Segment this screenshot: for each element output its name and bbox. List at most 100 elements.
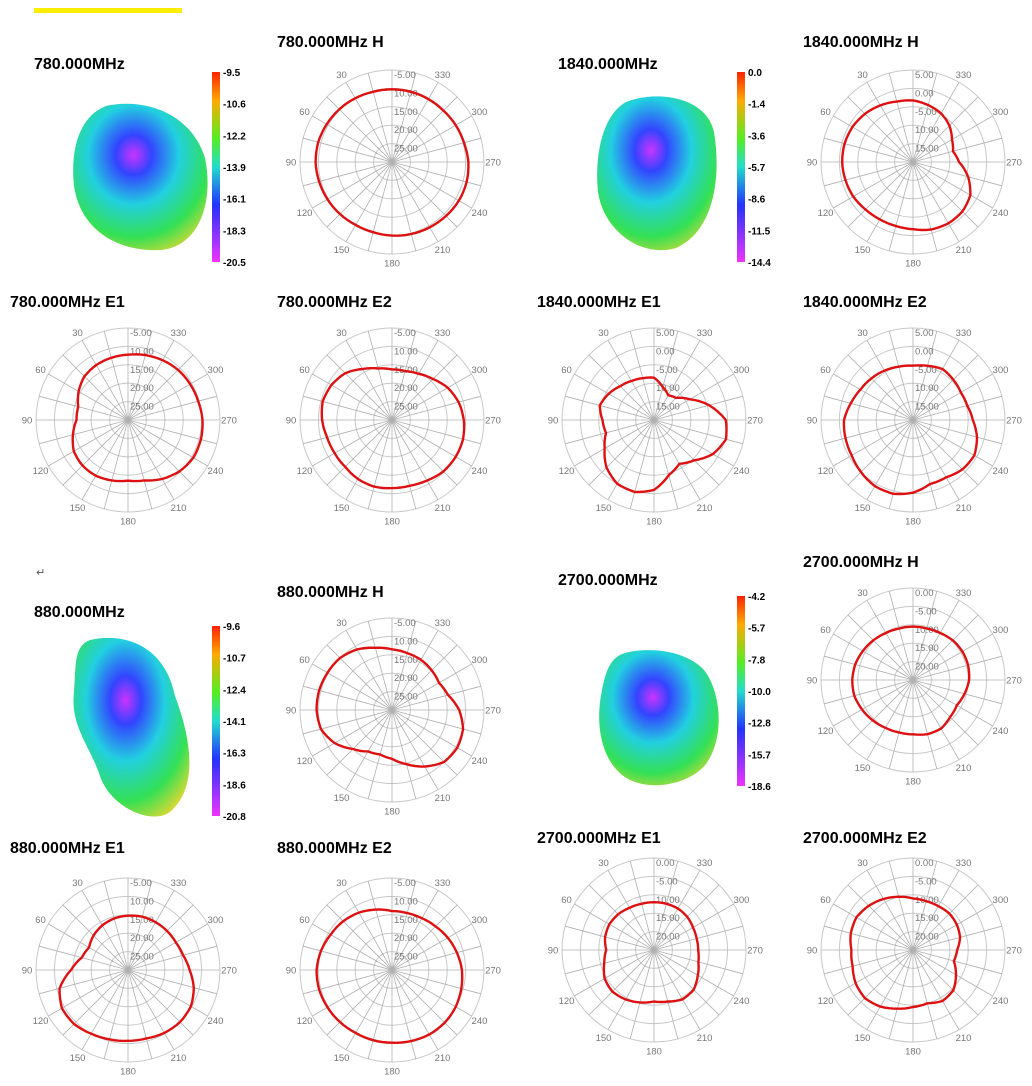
pattern-3d-surface [73,637,190,817]
grid-spoke [833,161,914,209]
color-scale-3: -9.6 -10.7 -12.4 -14.1 -16.3 -18.6 -20.8 [212,622,246,823]
grid-spoke [127,331,153,421]
angle-tick-label: 300 [472,655,488,666]
angle-tick-label: 150 [596,503,612,514]
grid-spoke [607,419,655,500]
polar-chart-1-title: 780.000MHz H [277,34,384,51]
angle-tick-label: 270 [485,966,501,977]
grid-spoke [303,709,393,735]
radial-tick-label: 20.00 [394,125,418,136]
angle-tick-label: 90 [286,966,297,977]
grid-spoke [588,949,655,1016]
angle-tick-label: 210 [956,245,972,256]
grid-spoke [367,881,393,971]
angle-tick-label: 240 [472,208,488,219]
angle-tick-label: 60 [299,915,310,926]
grid-spoke [326,969,393,1036]
angle-tick-label: 240 [993,208,1009,219]
radial-tick-label: 25.00 [394,952,418,963]
radial-tick-label: 20.00 [130,933,154,944]
angle-tick-label: 30 [336,70,347,81]
angle-tick-label: 120 [818,466,834,477]
color-scale-label: -10.0 [748,687,771,698]
grid-spoke [345,890,393,971]
color-scale-label: -16.3 [223,749,246,760]
polar-chart-8: 0.00 -5.00 10.00 15.00 20.00 30 330 60 300 90 270 1… [807,587,1022,788]
radial-tick-label: 20.00 [394,383,418,394]
grid-spoke [653,949,701,1030]
grid-spoke [607,870,655,951]
angle-tick-label: 240 [993,996,1009,1007]
grid-spoke [127,419,153,509]
angle-tick-label: 300 [734,895,750,906]
angle-tick-label: 120 [818,726,834,737]
grid-spoke [103,331,129,421]
angle-tick-label: 30 [598,328,609,339]
radial-tick-label: 0.00 [656,858,675,869]
angle-tick-label: 240 [472,756,488,767]
grid-spoke [912,591,938,681]
grid-spoke [833,903,914,951]
pattern-trace [320,366,466,490]
grid-spoke [367,331,393,421]
grid-spoke [833,419,914,467]
angle-tick-label: 30 [336,878,347,889]
grid-spoke [824,395,914,421]
grid-spoke [888,861,914,951]
angle-tick-label: 270 [1006,158,1022,169]
pattern-3d-3-title: 880.000MHz [34,604,125,621]
radial-tick-label: 0.00 [656,346,675,357]
angle-tick-label: 180 [384,1067,400,1078]
angle-tick-label: 120 [297,466,313,477]
grid-spoke [103,881,129,971]
angle-tick-label: 210 [171,503,187,514]
angle-tick-label: 60 [299,655,310,666]
polar-chart-6: 5.00 0.00 -5.00 10.00 15.00 30 330 60 300 90 270 12… [807,327,1022,528]
radial-tick-label: 20.00 [130,383,154,394]
grid-spoke [391,161,417,251]
polar-chart-1: -5.00 10.00 15.00 20.00 25.00 30 330 60 300 90 270… [286,69,501,270]
grid-spoke [391,419,458,486]
grid-spoke [48,419,129,467]
grid-spoke [39,395,129,421]
grid-spoke [127,969,208,1017]
pattern-trace [602,900,700,1004]
polar-chart-12-title: 2700.000MHz E2 [803,830,927,847]
radial-tick-label: 25.00 [394,144,418,155]
grid-spoke [653,870,701,951]
angle-tick-label: 210 [171,1053,187,1064]
polar-chart-9: -5.00 10.00 15.00 20.00 25.00 30 330 60 300 90 270… [22,877,237,1078]
color-scale-label: -18.3 [223,226,246,237]
angle-tick-label: 30 [857,328,868,339]
grid-spoke [912,861,938,951]
radial-tick-label: 10.00 [394,88,418,99]
grid-spoke [888,591,914,681]
grid-spoke [653,419,701,500]
grid-spoke [391,923,472,971]
angle-tick-label: 330 [435,328,451,339]
color-scale-label: -15.7 [748,750,771,761]
grid-spoke [912,679,1002,705]
grid-spoke [824,161,914,187]
grid-spoke [391,969,417,1059]
grid-spoke [326,419,393,486]
grid-spoke [127,890,175,971]
grid-spoke [391,709,439,790]
radial-tick-label: 10.00 [656,895,680,906]
grid-spoke [312,923,393,971]
grid-spoke [391,709,481,735]
polar-chart-11-title: 2700.000MHz E1 [537,830,661,847]
grid-spoke [391,137,481,163]
angle-tick-label: 150 [855,245,871,256]
grid-spoke [391,96,458,163]
angle-tick-label: 330 [697,858,713,869]
angle-tick-label: 210 [956,503,972,514]
grid-spoke [824,925,914,951]
angle-tick-label: 180 [120,517,136,528]
radial-tick-label: 25.00 [394,692,418,703]
radial-tick-label: 5.00 [915,328,934,339]
angle-tick-label: 150 [70,1053,86,1064]
angle-tick-label: 60 [35,915,46,926]
color-scale-label: 0.0 [748,68,762,79]
